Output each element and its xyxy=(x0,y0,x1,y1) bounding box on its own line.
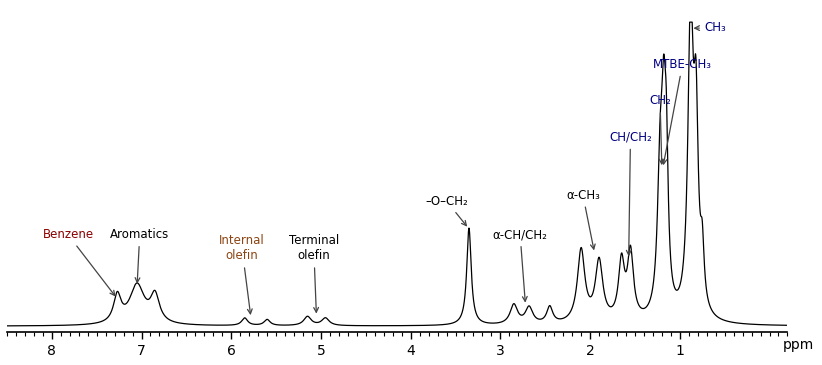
Text: α-CH/CH₂: α-CH/CH₂ xyxy=(492,228,547,301)
Text: MTBE-CH₃: MTBE-CH₃ xyxy=(653,58,712,164)
Text: Benzene: Benzene xyxy=(43,228,115,296)
Text: CH₃: CH₃ xyxy=(695,21,727,34)
Text: Internal
olefin: Internal olefin xyxy=(219,234,265,314)
Text: ppm: ppm xyxy=(783,338,815,352)
Text: α-CH₃: α-CH₃ xyxy=(566,188,600,249)
Text: CH/CH₂: CH/CH₂ xyxy=(609,131,652,255)
Text: –O–CH₂: –O–CH₂ xyxy=(425,195,468,226)
Text: Aromatics: Aromatics xyxy=(110,228,169,283)
Text: Terminal
olefin: Terminal olefin xyxy=(289,234,339,312)
Text: CH₂: CH₂ xyxy=(649,94,671,164)
